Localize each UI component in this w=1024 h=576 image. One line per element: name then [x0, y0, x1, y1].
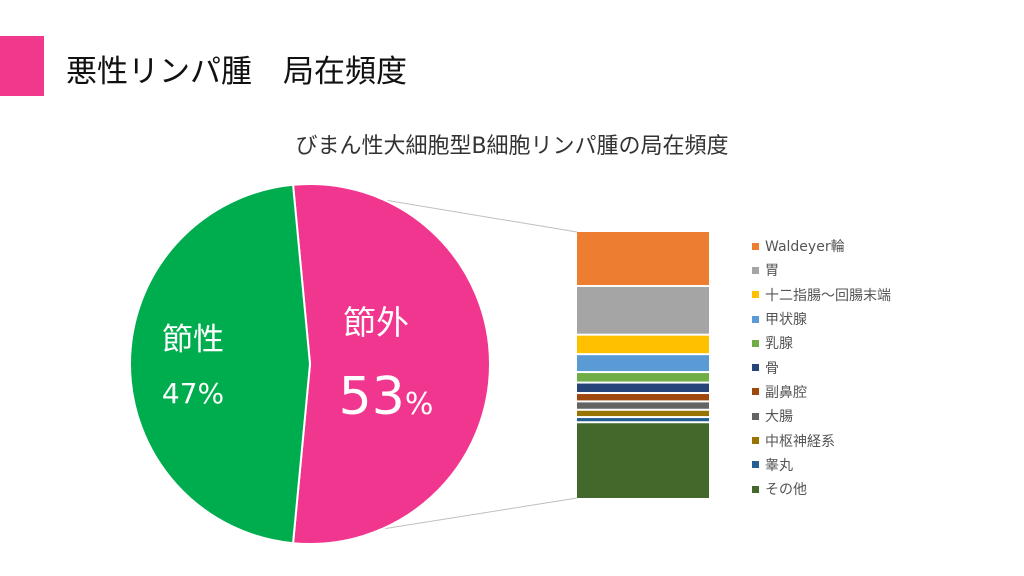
legend-label: その他 — [765, 482, 807, 499]
title-accent-bar — [0, 36, 44, 96]
bar-segment — [577, 418, 709, 422]
legend-label: 中枢神経系 — [765, 433, 835, 450]
legend-label: 睾丸 — [765, 457, 793, 474]
legend-swatch — [752, 461, 759, 469]
bar-segment — [577, 410, 709, 417]
legend-item: Waldeyer輪 — [752, 234, 891, 258]
legend-swatch — [752, 315, 759, 323]
chart-title: びまん性大細胞型B細胞リンパ腫の局在頻度 — [295, 134, 729, 159]
legend-label: Waldeyer輪 — [765, 239, 845, 256]
bar-segment — [577, 423, 709, 498]
bar-segment — [577, 373, 709, 382]
bar-segment — [577, 335, 709, 354]
legend-label: 大腸 — [765, 409, 793, 426]
legend-item: 大腸 — [752, 404, 891, 428]
legend-label: 乳腺 — [765, 336, 793, 353]
legend-item: 中枢神経系 — [752, 428, 891, 452]
legend-swatch — [752, 291, 759, 299]
legend-item: 甲状腺 — [752, 307, 891, 331]
slide-title: 悪性リンパ腫 局在頻度 — [66, 54, 407, 90]
legend-item: その他 — [752, 477, 891, 501]
legend-swatch — [752, 412, 759, 420]
pie-label-nodal-name: 節性 — [162, 322, 224, 358]
pie-slice-nodal — [129, 183, 312, 545]
legend-item: 乳腺 — [752, 331, 891, 355]
pie-label-nodal-value: 47% — [162, 377, 224, 410]
legend-swatch — [752, 339, 759, 347]
chart-legend: Waldeyer輪胃十二指腸～回腸末端 甲状腺乳腺骨副鼻腔大腸中枢神経系睾丸その他 — [752, 234, 891, 501]
legend-label: 骨 — [765, 360, 779, 377]
legend-swatch — [752, 364, 759, 372]
legend-label: 十二指腸～回腸末端 — [765, 287, 891, 304]
legend-label: 甲状腺 — [765, 312, 807, 329]
legend-item: 副鼻腔 — [752, 380, 891, 404]
bar-segment — [577, 383, 709, 393]
legend-label: 副鼻腔 — [765, 384, 807, 401]
legend-item: 骨 — [752, 355, 891, 379]
bar-segment — [577, 394, 709, 401]
legend-swatch — [752, 242, 759, 250]
legend-item: 十二指腸～回腸末端 — [752, 283, 891, 307]
legend-label: 胃 — [765, 263, 779, 280]
bar-segment — [577, 232, 709, 286]
bar-segment — [577, 355, 709, 372]
bar-segment — [577, 402, 709, 409]
legend-swatch — [752, 266, 759, 274]
legend-swatch — [752, 437, 759, 445]
pie-label-extranodal-value: 53% — [339, 367, 434, 427]
legend-swatch — [752, 485, 759, 493]
pie-slice-extranodal — [291, 183, 492, 545]
legend-item: 胃 — [752, 258, 891, 282]
bar-segment — [577, 287, 709, 334]
legend-swatch — [752, 388, 759, 396]
pie-label-extranodal-name: 節外 — [343, 303, 409, 342]
legend-item: 睾丸 — [752, 453, 891, 477]
